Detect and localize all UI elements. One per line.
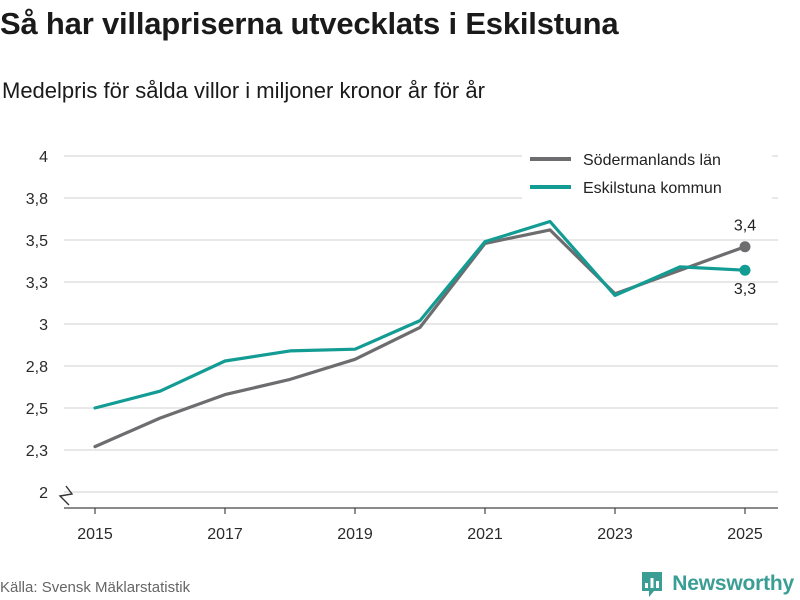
x-tick-label: 2021: [467, 526, 503, 543]
newsworthy-icon: [642, 572, 663, 597]
x-tick-label: 2023: [597, 526, 633, 543]
x-tick-label: 2025: [727, 526, 763, 543]
y-tick-label: 3,5: [26, 233, 48, 250]
chart-subtitle: Medelpris för sålda villor i miljoner kr…: [2, 78, 485, 103]
y-tick-label: 3,8: [26, 191, 48, 208]
data-label-eskilstuna: 3,3: [734, 281, 756, 298]
legend: Södermanlands län Eskilstuna kommun: [522, 146, 772, 204]
brand-logo: Newsworthy: [640, 570, 794, 598]
x-tick-label: 2017: [207, 526, 243, 543]
x-axis-ticks: 2015 2017 2019 2021 2023 2025: [77, 508, 763, 543]
chart-title: Så har villapriserna utvecklats i Eskils…: [0, 6, 619, 41]
y-tick-label: 2,5: [26, 401, 48, 418]
axis-break-icon: [58, 485, 74, 506]
y-tick-label: 4: [39, 149, 48, 166]
end-marker-sodermanland: [739, 241, 751, 253]
x-tick-label: 2019: [337, 526, 373, 543]
x-tick-label: 2015: [77, 526, 113, 543]
series-line-sodermanland: [93, 228, 747, 449]
y-tick-label: 3,3: [26, 275, 48, 292]
source-note: Källa: Svensk Mäklarstatistik: [0, 579, 191, 596]
y-tick-label: 3: [39, 317, 48, 334]
end-marker-eskilstuna: [739, 264, 751, 276]
y-tick-label: 2,8: [26, 359, 48, 376]
y-tick-label: 2: [39, 485, 48, 502]
series-line-eskilstuna: [93, 219, 747, 410]
y-tick-label: 2,3: [26, 443, 48, 460]
data-label-sodermanland: 3,4: [734, 218, 756, 235]
series-lines: [93, 219, 747, 449]
y-axis-ticks: 2 2,3 2,5 2,8 3 3,3 3,5 3,8 4: [26, 149, 74, 506]
legend-background: [522, 146, 772, 204]
end-markers: 3,4 3,3: [734, 218, 756, 299]
brand-name: Newsworthy: [672, 572, 794, 595]
legend-label-sodermanland: Södermanlands län: [583, 152, 721, 169]
legend-label-eskilstuna: Eskilstuna kommun: [583, 180, 722, 197]
